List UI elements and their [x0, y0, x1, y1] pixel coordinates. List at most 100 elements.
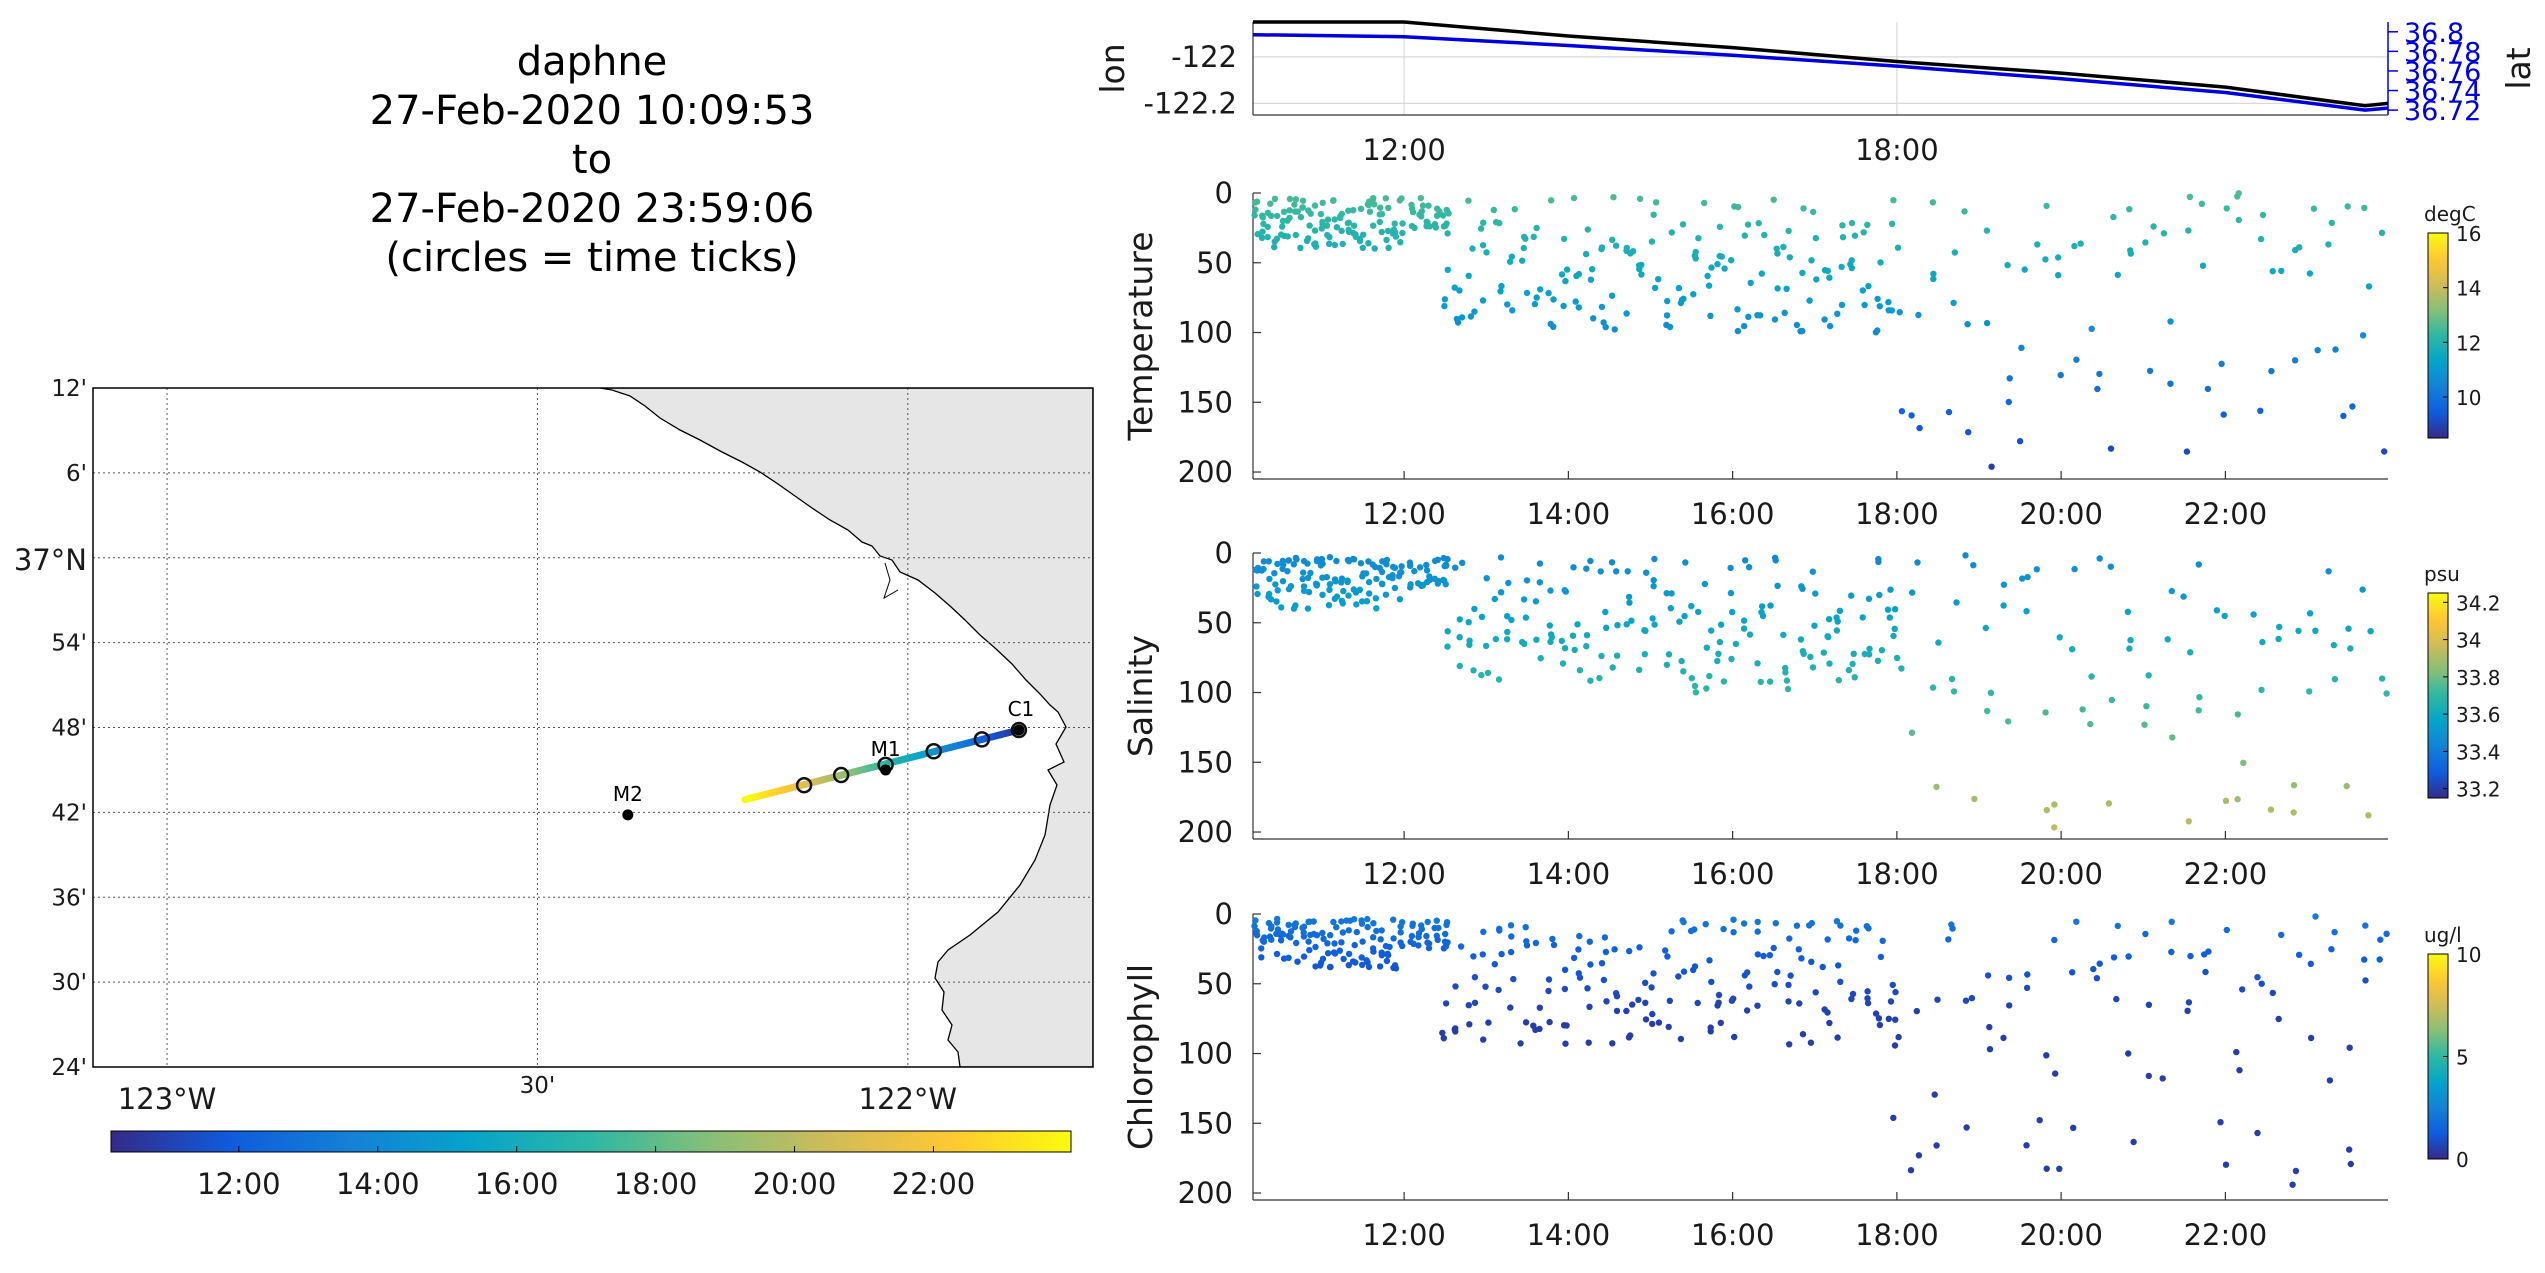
salinity-point	[1344, 577, 1351, 584]
salinity-point	[1452, 564, 1459, 571]
chlorophyll-point	[1345, 927, 1353, 934]
chlorophyll-point	[1383, 957, 1391, 965]
salinity-point	[1890, 632, 1897, 640]
salinity-x-label: 22:00	[2184, 857, 2268, 891]
temperature-point	[1771, 316, 1779, 323]
chlorophyll-point	[1649, 1010, 1656, 1018]
temperature-point	[2004, 261, 2011, 269]
salinity-point	[1300, 587, 1308, 594]
salinity-point	[1970, 562, 1977, 569]
temperature-point	[1563, 266, 1571, 273]
temperature-point	[1523, 289, 1531, 297]
salinity-point	[1836, 607, 1844, 614]
salinity-point	[1319, 591, 1326, 598]
chlorophyll-point	[1864, 988, 1871, 995]
salinity-point	[1774, 582, 1781, 589]
chlorophyll-point	[1613, 1007, 1621, 1015]
temperature-point	[2160, 230, 2168, 237]
temperature-point	[1859, 287, 1867, 294]
temperature-point	[1338, 227, 1345, 234]
chlorophyll-point	[1845, 935, 1853, 942]
chlorophyll-point	[1834, 1034, 1841, 1041]
chlorophyll-point	[1849, 990, 1857, 998]
chlorophyll-point	[1496, 927, 1503, 934]
chlorophyll-point	[1443, 921, 1450, 929]
temperature-point	[1860, 229, 1867, 236]
chlorophyll-point	[1707, 1024, 1714, 1031]
salinity-point	[1826, 660, 1833, 667]
chlorophyll-point	[1626, 947, 1633, 955]
time-colorbar: 12:00 14:00 16:00 18:00 20:00 22:00	[110, 1130, 1072, 1201]
chlorophyll-point	[2278, 931, 2285, 939]
chlorophyll-point	[1666, 997, 1674, 1004]
temperature-point	[1278, 231, 1285, 238]
chlorophyll-point	[1277, 937, 1285, 944]
chlorophyll-point	[1345, 962, 1353, 969]
temperature-point	[2142, 239, 2149, 246]
salinity-point	[1950, 688, 1958, 695]
salinity-point	[2185, 818, 2192, 825]
salinity-point	[2222, 797, 2230, 804]
chlorophyll-point	[1934, 996, 1941, 1003]
temperature-point	[1299, 204, 1306, 211]
chlorophyll-y-label: 200	[1178, 1176, 1233, 1210]
salinity-point	[2024, 573, 2031, 581]
temperature-point	[1950, 299, 1957, 307]
salinity-point	[1571, 646, 1578, 654]
salinity-point	[1651, 555, 1658, 563]
position-x-label: 12:00	[1362, 133, 1446, 167]
temperature-point	[1319, 218, 1326, 226]
salinity-point	[1807, 653, 1814, 661]
temperature-point	[1497, 288, 1504, 295]
salinity-point	[1497, 554, 1505, 561]
salinity-point	[1522, 614, 1530, 621]
salinity-point	[1569, 632, 1577, 639]
map-lat-label: 36'	[51, 885, 87, 911]
chlorophyll-point	[1433, 932, 1441, 939]
salinity-point	[2124, 608, 2132, 615]
position-panel: 12:00 18:00 -122 -122.2 36.836.7836.7636.743…	[1093, 18, 2538, 167]
map-inland-river	[883, 562, 899, 600]
chlorophyll-y-label: 50	[1196, 967, 1233, 1001]
chlorophyll-point	[1949, 925, 1956, 932]
salinity-y-label: 100	[1178, 676, 1233, 710]
temperature-point	[2314, 347, 2321, 354]
temperature-colorbar-label: 14	[2456, 277, 2481, 301]
temperature-point	[1915, 311, 1922, 319]
temperature-point	[1877, 259, 1884, 266]
chlorophyll-point	[1373, 927, 1380, 935]
temperature-point	[1286, 195, 1294, 203]
salinity-point	[1537, 655, 1544, 662]
temperature-point	[2292, 246, 2299, 254]
salinity-point	[1576, 667, 1584, 674]
salinity-point	[1626, 599, 1633, 606]
chlorophyll-point	[1285, 921, 1292, 929]
salinity-point	[2258, 686, 2265, 694]
temperature-point	[1721, 265, 1728, 272]
temperature-point	[1323, 222, 1331, 229]
temperature-point	[1441, 296, 1449, 303]
temperature-point	[1679, 221, 1687, 228]
chlorophyll-point	[1498, 950, 1505, 958]
salinity-point	[1253, 583, 1260, 590]
temperature-ylabel: Temperature	[1121, 231, 1160, 441]
salinity-point	[1570, 564, 1577, 571]
salinity-point	[1333, 593, 1341, 600]
chlorophyll-point	[2005, 974, 2013, 981]
salinity-point	[1254, 590, 1261, 598]
salinity-point	[1470, 667, 1477, 674]
salinity-x-label: 16:00	[1691, 857, 1775, 891]
salinity-point	[1332, 578, 1339, 585]
salinity-point	[1459, 559, 1466, 566]
temperature-point	[1714, 260, 1721, 268]
salinity-point	[1471, 605, 1478, 613]
chlorophyll-point	[1390, 935, 1397, 942]
chlorophyll-point	[1397, 939, 1404, 946]
salinity-point	[1444, 628, 1451, 635]
chlorophyll-point	[1872, 1010, 1880, 1017]
temperature-point	[1397, 239, 1404, 246]
track-segment	[741, 794, 753, 804]
salinity-point	[2000, 581, 2008, 588]
salinity-point	[2259, 638, 2266, 646]
salinity-point	[2347, 645, 2354, 652]
